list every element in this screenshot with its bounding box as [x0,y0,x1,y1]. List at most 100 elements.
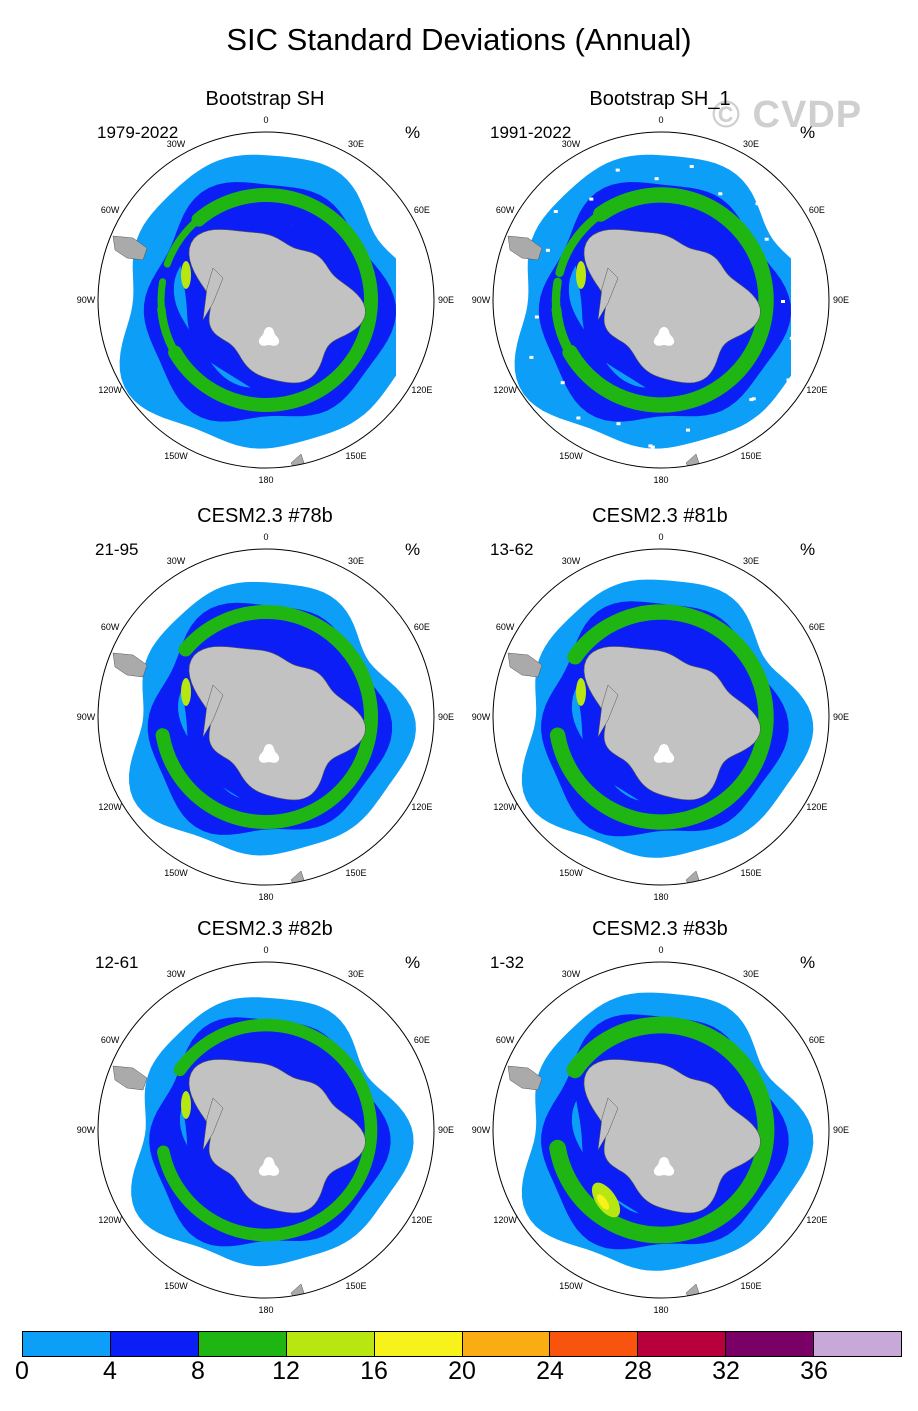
colorbar-box [462,1332,551,1356]
south-america-tip [507,652,543,678]
sea-ice-band-8-12 [558,1020,771,1240]
longitude-label: 0 [658,115,663,125]
longitude-label: 90E [438,712,454,722]
sea-ice-band-8-12 [163,1161,252,1238]
south-america-tip [507,1065,543,1091]
ross-ice-shelf [653,327,675,346]
longitude-label: 60W [101,622,120,632]
sea-ice-band-12-16 [181,678,191,706]
colorbar-label: 16 [360,1357,388,1385]
missing-data-speck [545,248,550,252]
missing-data-speck [534,315,539,319]
sea-ice-band-16-20 [596,1194,610,1210]
panel-title: Bootstrap SH_1 [589,88,731,110]
longitude-label: 150W [164,1281,188,1291]
longitude-label: 60W [101,205,120,215]
longitude-label: 150W [559,868,583,878]
polar-map: 0 30E 60E 90E 120E 150E 180 150W 120W 90W 60W 30W [472,945,849,1315]
colorbar-label: 32 [712,1357,740,1385]
longitude-label: 120E [806,802,827,812]
polar-map: 0 30E 60E 90E 120E 150E 180 150W 120W 90W 60W 30W [472,532,849,902]
colorbar-box [638,1332,727,1356]
longitude-label: 30E [743,556,759,566]
longitude-label: 120W [493,1215,517,1225]
antarctic-peninsula [202,1097,224,1151]
map-body [493,132,829,468]
longitude-label: 180 [258,892,273,902]
longitude-label: 120W [493,802,517,812]
panel-units: % [405,540,421,559]
longitude-label: 120E [411,1215,432,1225]
map-panel-3: CESM2.3 #78b 21-95 % 0 30E 60E 90E 120E 150E 1… [77,505,495,915]
longitude-label: 90W [77,295,96,305]
panel-years: 21-95 [95,540,139,559]
longitude-label: 90E [833,1125,849,1135]
antarctic-peninsula [597,1097,619,1151]
longitude-label: 30E [348,139,364,149]
ross-ice-shelf [258,744,280,763]
south-america-tip [112,1065,148,1091]
colorbar-label: 28 [624,1357,652,1385]
colorbar-box [550,1332,639,1356]
longitude-label: 150W [559,1281,583,1291]
map-body [98,549,434,885]
sea-ice-band-12-16 [576,261,586,289]
polar-map: 0 30E 60E 90E 120E 150E 180 150W 120W 90W 60W 30W [77,945,454,1315]
colorbar-label: 36 [800,1357,828,1385]
longitude-label: 30E [348,556,364,566]
longitude-label: 90E [833,712,849,722]
missing-data-speck [781,300,785,303]
longitude-label: 150E [345,1281,366,1291]
longitude-label: 120W [98,385,122,395]
sea-ice-band-8-12 [551,190,771,410]
longitude-label: 30W [562,969,581,979]
map-body [493,549,829,885]
south-america-tip [112,235,148,261]
colorbar-box [198,1332,287,1356]
colorbar-label: 24 [536,1357,564,1385]
sea-ice-band-8-12 [551,304,586,373]
longitude-label: 150W [164,868,188,878]
colorbar-label: 0 [15,1357,29,1385]
longitude-label: 150E [740,451,761,461]
panel-title: CESM2.3 #82b [197,918,333,940]
longitude-label: 150E [740,1281,761,1291]
longitude-label: 120E [411,385,432,395]
missing-data-speck [789,336,791,340]
longitude-label: 0 [658,532,663,542]
panel-title: CESM2.3 #83b [592,918,728,940]
panel-title: CESM2.3 #78b [197,505,333,527]
longitude-label: 30W [167,969,186,979]
figure-title: SIC Standard Deviations (Annual) [226,22,692,57]
panel-years: 12-61 [95,953,139,972]
antarctic-peninsula [202,267,224,321]
longitude-label: 180 [653,1305,668,1315]
longitude-label: 0 [263,532,268,542]
colorbar-label: 12 [272,1357,300,1385]
map-body [493,962,829,1298]
missing-data-speck [576,416,581,420]
missing-data-speck [764,237,769,241]
longitude-label: 60E [414,622,430,632]
missing-data-speck [755,202,760,206]
missing-data-speck [654,177,659,181]
missing-data-speck [650,445,655,449]
polar-map: 0 30E 60E 90E 120E 150E 180 150W 120W 90W 60W 30W [472,115,849,485]
longitude-label: 0 [263,945,268,955]
longitude-label: 60W [101,1035,120,1045]
colorbar-label: 20 [448,1357,476,1385]
missing-data-speck [553,210,558,213]
map-boundary [97,131,435,469]
longitude-label: 90E [438,295,454,305]
panel-units: % [800,953,816,972]
longitude-label: 150W [559,451,583,461]
map-panel-5: CESM2.3 #82b 12-61 % 0 30E 60E 90E 120E 150E 1… [77,918,495,1328]
ross-ice-shelf [258,327,280,346]
longitude-label: 90W [472,712,491,722]
ross-ice-shelf [258,1157,280,1176]
panel-title: Bootstrap SH [205,88,325,110]
panel-units: % [405,953,421,972]
panel-years: 1979-2022 [97,123,179,142]
panel-title: CESM2.3 #81b [592,505,728,527]
colorbar-box [814,1332,902,1356]
